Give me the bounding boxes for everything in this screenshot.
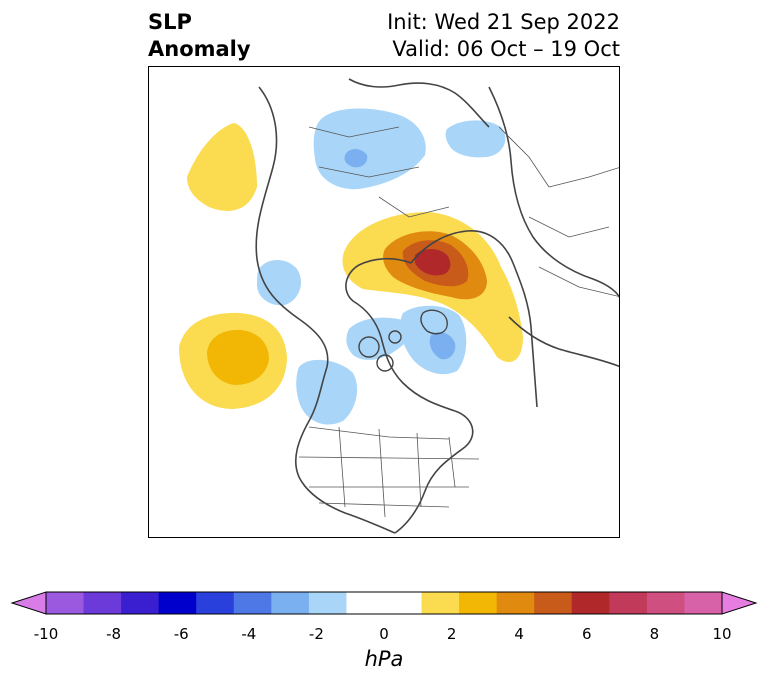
colorbar-outline — [45, 591, 723, 615]
colorbar-segment — [46, 592, 85, 614]
colorbar-tick-label: -10 — [33, 625, 59, 643]
colorbar-segment — [496, 592, 535, 614]
colorbar-tick-label: -2 — [308, 625, 324, 643]
anomaly-negative-eurasia — [313, 108, 426, 190]
colorbar-segment — [121, 592, 160, 614]
colorbar-segment — [83, 592, 122, 614]
colorbar-tick-label: 0 — [379, 625, 389, 643]
colorbar-segment — [421, 592, 460, 614]
colorbar-extend-high — [721, 591, 758, 615]
colorbar-segment — [308, 592, 347, 614]
colorbar-segment — [346, 592, 385, 614]
colorbar-segment — [196, 592, 235, 614]
colorbar-tick-label: -6 — [173, 625, 189, 643]
colorbar-segment — [609, 592, 648, 614]
colorbar-scale — [10, 591, 758, 615]
colorbar-segment — [271, 592, 310, 614]
map-canvas — [179, 78, 619, 534]
colorbar: -10 -8 -6 -4 -2 0 2 4 6 8 10 hPa — [0, 580, 768, 684]
map-title: SLP Anomaly — [148, 9, 251, 63]
colorbar-tick-label: 4 — [514, 625, 524, 643]
anomaly-negative-eurasia-core — [344, 149, 368, 168]
init-date: Init: Wed 21 Sep 2022 — [387, 10, 620, 34]
colorbar-extend-low — [10, 591, 47, 615]
colorbar-segment — [646, 592, 685, 614]
colorbar-tick-label: 2 — [446, 625, 457, 643]
anomaly-negative-west — [257, 260, 301, 306]
anomaly-negative-greenland-core — [429, 332, 456, 360]
colorbar-segment — [384, 592, 423, 614]
colorbar-tick-label: -8 — [106, 625, 122, 643]
anomaly-positive-siberia-core — [415, 249, 451, 276]
islands — [358, 309, 448, 372]
colorbar-tick-label: 8 — [649, 625, 660, 643]
date-info: Init: Wed 21 Sep 2022 Valid: 06 Oct – 19… — [387, 9, 620, 63]
title-line2: Anomaly — [148, 37, 251, 61]
anomaly-negative-canada — [346, 317, 415, 360]
anomaly-negative-ural — [445, 120, 506, 158]
polar-map — [148, 66, 620, 538]
coastlines — [255, 78, 619, 534]
valid-range: Valid: 06 Oct – 19 Oct — [392, 37, 620, 61]
colorbar-tick-label: 6 — [582, 625, 592, 643]
colorbar-tick-label: 10 — [712, 625, 732, 643]
title-line1: SLP — [148, 10, 192, 34]
anomaly-negative-alaska — [296, 359, 358, 425]
colorbar-segment — [571, 592, 610, 614]
colorbar-segment — [534, 592, 573, 614]
political-borders — [298, 126, 619, 518]
colorbar-units: hPa — [364, 647, 404, 671]
colorbar-segment — [233, 592, 272, 614]
colorbar-tick-label: -4 — [241, 625, 257, 643]
colorbar-segment — [459, 592, 498, 614]
anomaly-positive-pacific-northwest — [187, 123, 257, 211]
anomaly-positive-pacific-core — [207, 329, 269, 385]
colorbar-segment — [158, 592, 197, 614]
colorbar-segment — [684, 592, 723, 614]
